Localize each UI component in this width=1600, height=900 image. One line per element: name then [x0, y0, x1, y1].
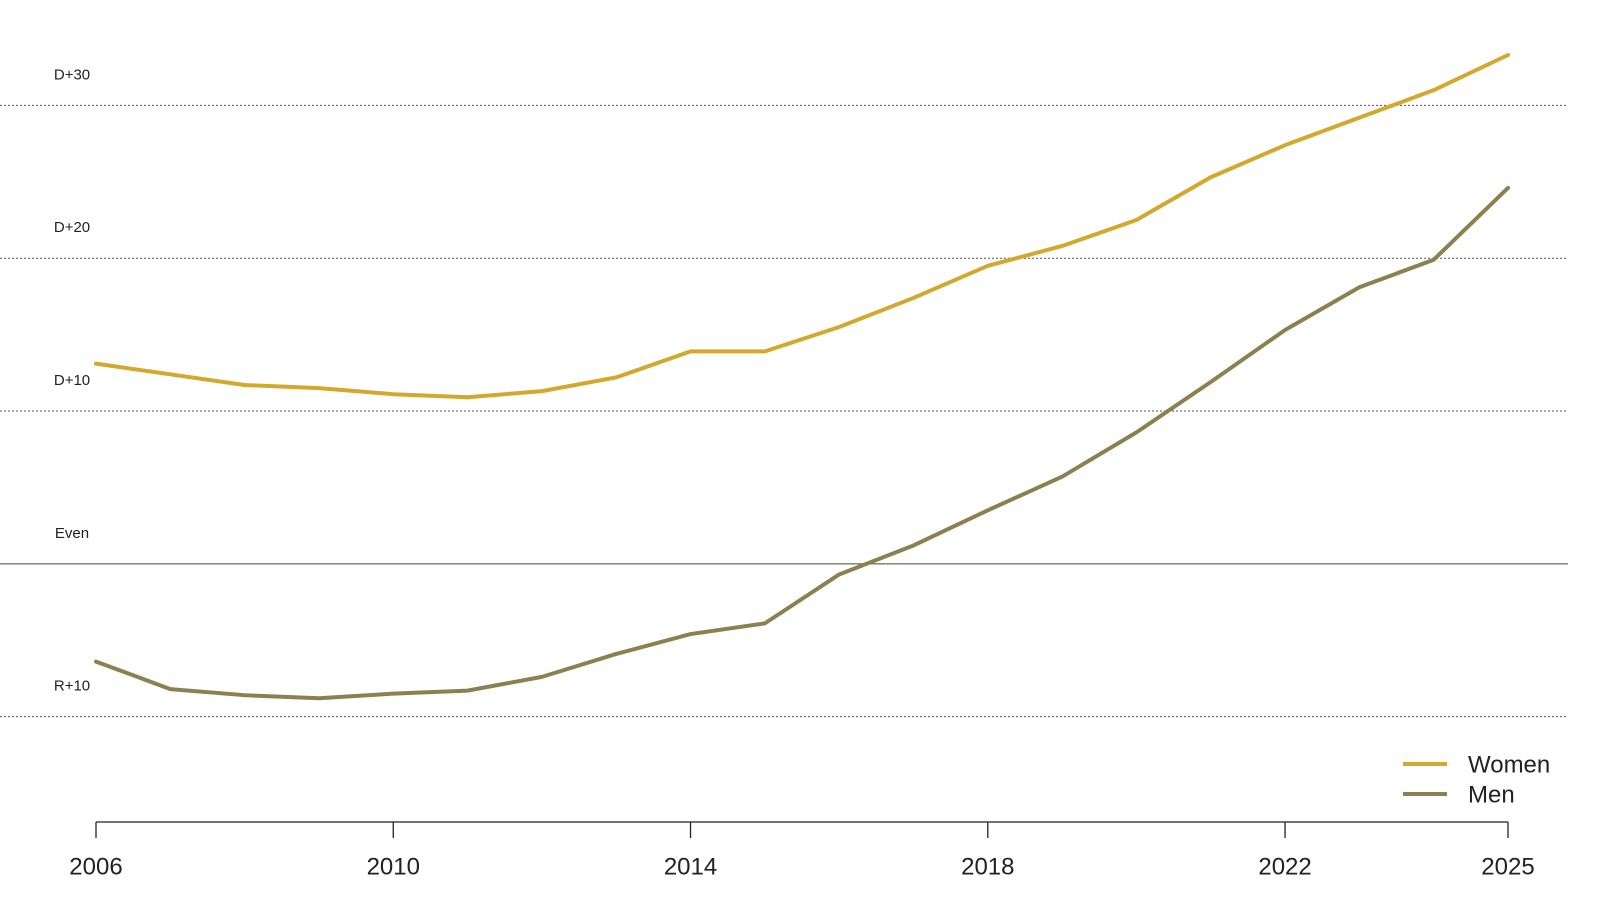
y-tick-label: R+10 — [54, 678, 90, 695]
line-series — [94, 185, 1510, 701]
y-tick-label: Even — [55, 525, 89, 542]
x-tick-label: 2014 — [664, 853, 717, 880]
legend-label: Men — [1468, 781, 1515, 808]
x-tick-label: 2022 — [1258, 853, 1311, 880]
x-tick-label: 2010 — [367, 853, 420, 880]
line-series — [94, 53, 1510, 400]
legend-label: Women — [1468, 751, 1550, 778]
y-tick-label: D+10 — [54, 372, 90, 389]
x-tick-label: 2018 — [961, 853, 1014, 880]
y-tick-label: D+30 — [54, 66, 90, 83]
y-tick-label: D+20 — [54, 219, 90, 236]
x-tick-label: 2025 — [1481, 853, 1534, 880]
x-tick-label: 2006 — [69, 853, 122, 880]
